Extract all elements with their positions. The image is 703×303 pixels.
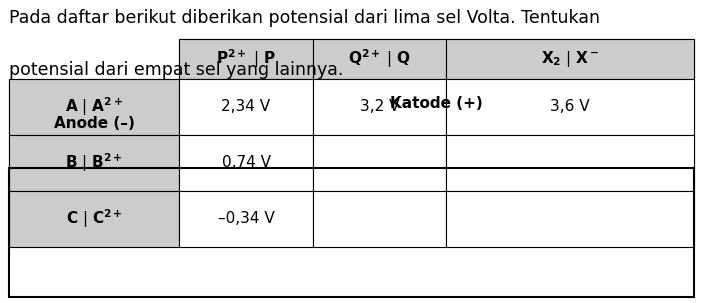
Bar (179, 135, 313, 191)
Bar (179, 39, 313, 79)
Text: $\mathbf{Q^{2+}}$ | $\mathbf{Q}$: $\mathbf{Q^{2+}}$ | $\mathbf{Q}$ (348, 48, 411, 70)
Text: 2,34 V: 2,34 V (221, 99, 271, 114)
Bar (446, 191, 694, 247)
Text: 3,2 V: 3,2 V (360, 99, 399, 114)
Bar (313, 191, 446, 247)
Bar (446, 135, 694, 191)
Text: Anode (–): Anode (–) (53, 116, 135, 131)
Text: Pada daftar berikut diberikan potensial dari lima sel Volta. Tentukan: Pada daftar berikut diberikan potensial … (9, 9, 600, 27)
Bar (179, 191, 313, 247)
Bar (446, 79, 694, 135)
Bar (179, 39, 694, 168)
Text: $\mathbf{B}$ | $\mathbf{B^{2+}}$: $\mathbf{B}$ | $\mathbf{B^{2+}}$ (65, 152, 123, 174)
Bar (313, 79, 446, 135)
Text: $\mathbf{A}$ | $\mathbf{A^{2+}}$: $\mathbf{A}$ | $\mathbf{A^{2+}}$ (65, 95, 123, 118)
Text: 3,6 V: 3,6 V (550, 99, 590, 114)
Text: –0,34 V: –0,34 V (218, 211, 274, 226)
Bar (179, 79, 313, 135)
Text: 0,74 V: 0,74 V (221, 155, 271, 170)
Bar (9, 79, 179, 168)
Text: $\mathbf{P^{2+}}$ | $\mathbf{P}$: $\mathbf{P^{2+}}$ | $\mathbf{P}$ (217, 48, 276, 70)
Bar (313, 135, 446, 191)
Bar (9, 191, 179, 247)
Bar (313, 39, 446, 79)
Bar (9, 79, 179, 135)
Bar (9, 135, 179, 191)
Text: $\mathbf{X_2}$ | $\mathbf{X^-}$: $\mathbf{X_2}$ | $\mathbf{X^-}$ (541, 49, 600, 69)
Bar (446, 39, 694, 79)
Text: Katode (+): Katode (+) (390, 96, 483, 111)
Text: $\mathbf{C}$ | $\mathbf{C^{2+}}$: $\mathbf{C}$ | $\mathbf{C^{2+}}$ (66, 208, 122, 230)
Bar (9, 168, 694, 297)
Text: potensial dari empat sel yang lainnya.: potensial dari empat sel yang lainnya. (9, 61, 344, 78)
